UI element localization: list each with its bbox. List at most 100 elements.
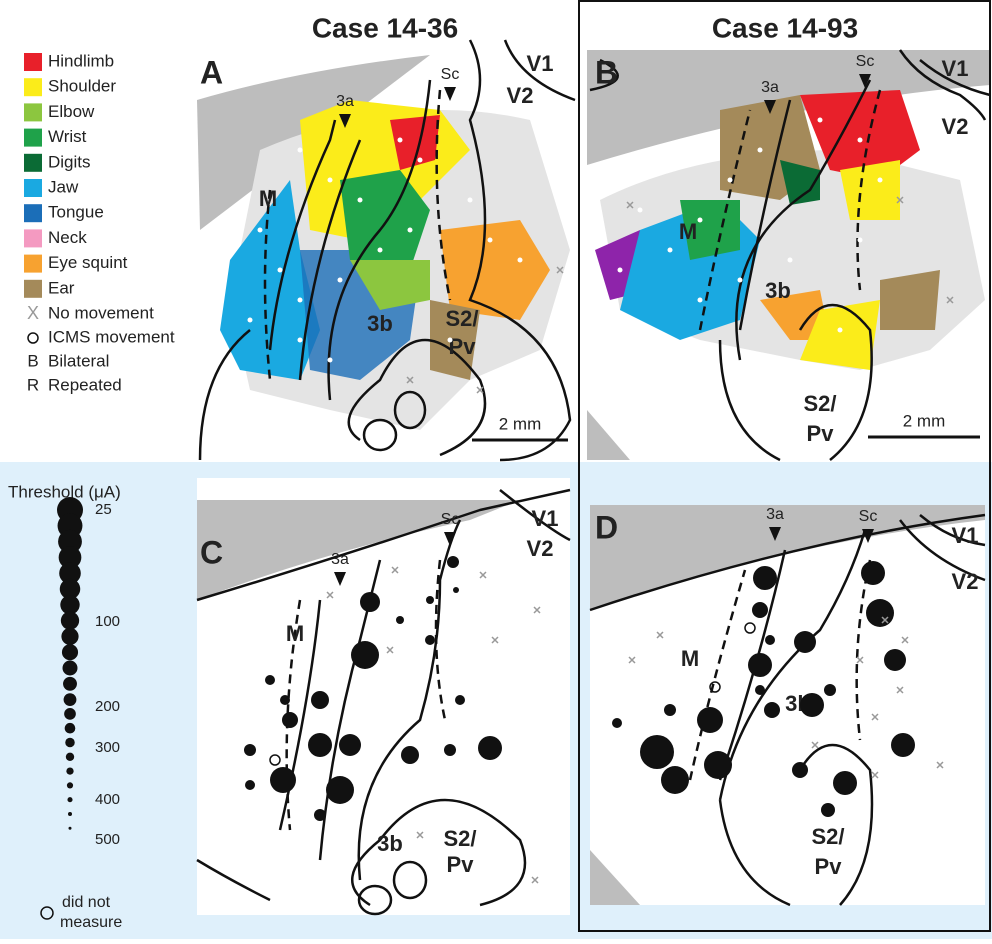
no-movement-mark xyxy=(946,296,954,304)
legend-label: Digits xyxy=(48,152,91,171)
threshold-dot xyxy=(61,644,79,661)
arrowhead xyxy=(444,87,456,101)
site-dot xyxy=(637,207,643,213)
legend-label: ICMS movement xyxy=(48,327,175,346)
no-movement-mark xyxy=(896,686,904,694)
threshold-dot xyxy=(64,708,76,720)
site-dot xyxy=(282,712,298,728)
no-movement-mark xyxy=(896,196,904,204)
area-label: V1 xyxy=(952,523,979,548)
legend-symbol xyxy=(27,332,39,344)
site-dot xyxy=(327,357,333,363)
area-label: S2/ xyxy=(445,306,478,331)
site-dot xyxy=(792,762,808,778)
threshold-dot xyxy=(63,676,77,691)
no-movement-mark xyxy=(628,656,636,664)
area-label: Sc xyxy=(441,511,460,528)
site-dot xyxy=(453,587,459,593)
legend-label: Neck xyxy=(48,228,87,247)
area-label: Pv xyxy=(815,854,843,879)
site-dot xyxy=(311,691,329,709)
arrowhead xyxy=(334,572,346,586)
area-label: 3a xyxy=(336,93,354,110)
site-dot xyxy=(857,237,863,243)
no-movement-mark xyxy=(531,876,539,884)
area-label: 3b xyxy=(765,278,791,303)
no-movement-mark xyxy=(391,566,399,574)
site-dot xyxy=(245,780,255,790)
site-dot xyxy=(360,592,380,612)
area-label: S2/ xyxy=(811,824,844,849)
legend-label: Bilateral xyxy=(48,351,109,370)
site-dot xyxy=(257,227,263,233)
site-dot xyxy=(748,653,772,677)
no-movement-mark xyxy=(856,656,864,664)
legend-swatch xyxy=(24,179,42,197)
legend-swatch xyxy=(24,128,42,147)
area-label: Sc xyxy=(859,508,878,525)
threshold-dot xyxy=(61,627,79,646)
panel-letter: B xyxy=(595,54,618,90)
site-dot xyxy=(401,746,419,764)
legend-label: Ear xyxy=(48,278,75,297)
scale-label: 2 mm xyxy=(903,411,946,430)
threshold-dot xyxy=(68,826,72,830)
site-dot xyxy=(697,297,703,303)
no-movement-mark xyxy=(871,771,879,779)
did-not-measure-label: measure xyxy=(60,914,122,931)
site-dot xyxy=(339,734,361,756)
threshold-dot xyxy=(58,529,82,554)
site-dot xyxy=(425,635,435,645)
threshold-label: 200 xyxy=(95,698,120,715)
site-dot xyxy=(280,695,290,705)
site-dot xyxy=(800,693,824,717)
site-dot xyxy=(697,707,723,733)
site-dot xyxy=(351,641,379,669)
panel-d xyxy=(589,505,986,907)
area-label: Pv xyxy=(807,421,835,446)
site-dot xyxy=(327,177,333,183)
threshold-dot xyxy=(67,797,73,803)
site-dot xyxy=(297,147,303,153)
no-movement-mark xyxy=(386,646,394,654)
legend-label: Jaw xyxy=(48,177,79,196)
arrowhead xyxy=(862,529,874,543)
threshold-dot xyxy=(59,562,81,584)
threshold-dot xyxy=(63,693,77,706)
no-movement-mark xyxy=(656,631,664,639)
no-movement-mark xyxy=(811,741,819,749)
legend-swatch xyxy=(24,204,42,223)
no-movement-mark xyxy=(556,266,564,274)
site-dot xyxy=(752,602,768,618)
site-dot xyxy=(247,317,253,323)
no-movement-mark xyxy=(871,713,879,721)
site-dot xyxy=(612,718,622,728)
threshold-dot xyxy=(66,767,74,775)
threshold-dot xyxy=(59,578,81,600)
site-dot xyxy=(727,177,733,183)
site-dot xyxy=(884,649,906,671)
arrowhead xyxy=(339,114,351,128)
threshold-dot xyxy=(66,782,74,789)
legend-swatch xyxy=(24,53,42,71)
site-dot xyxy=(640,735,674,769)
panel-letter: C xyxy=(200,534,223,570)
panel-a xyxy=(197,39,576,462)
site-dot xyxy=(455,695,465,705)
site-dot xyxy=(244,744,256,756)
area-label: 3a xyxy=(331,551,349,568)
panel-b xyxy=(587,49,991,462)
site-dot xyxy=(426,596,434,604)
site-dot xyxy=(326,776,354,804)
no-movement-mark xyxy=(491,636,499,644)
threshold-dot xyxy=(60,595,80,615)
area-label: V1 xyxy=(527,51,554,76)
scale-label: 2 mm xyxy=(499,414,542,433)
site-dot xyxy=(357,197,363,203)
site-dot xyxy=(337,277,343,283)
site-dot xyxy=(265,675,275,685)
site-dot xyxy=(755,685,765,695)
no-movement-mark xyxy=(936,761,944,769)
arrowhead xyxy=(444,532,456,546)
site-dot xyxy=(444,744,456,756)
